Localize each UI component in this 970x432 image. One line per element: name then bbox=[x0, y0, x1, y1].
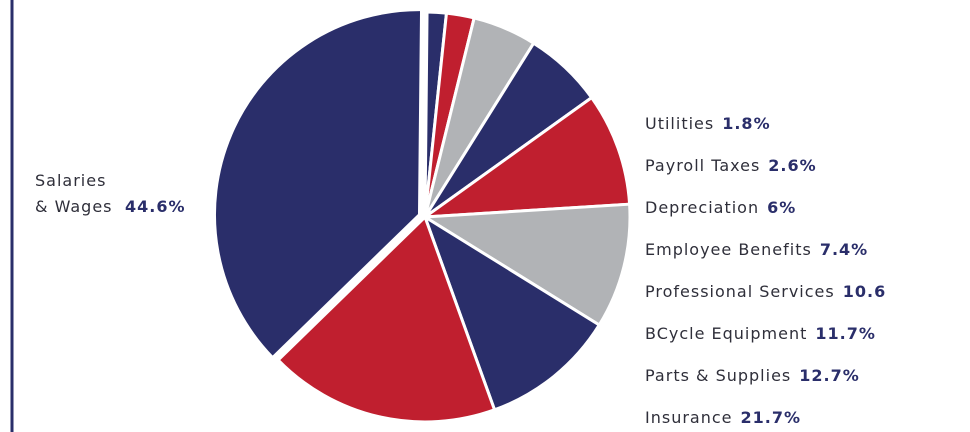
category-label: Insurance bbox=[645, 408, 733, 427]
category-label: Professional Services bbox=[645, 282, 835, 301]
value-label: 10.6 bbox=[842, 282, 887, 301]
slice-label: Professional Services 10.6 bbox=[645, 279, 886, 305]
value-label: 12.7% bbox=[799, 366, 860, 385]
category-label: Utilities bbox=[645, 114, 715, 133]
slice-label: Insurance 21.7% bbox=[645, 405, 801, 431]
slice-label: Utilities 1.8% bbox=[645, 111, 771, 137]
value-label: 1.8% bbox=[722, 114, 771, 133]
value-label: 7.4% bbox=[819, 240, 869, 259]
category-label: Payroll Taxes bbox=[645, 156, 761, 175]
category-label: BCycle Equipment bbox=[645, 324, 808, 343]
value-label: 44.6% bbox=[125, 197, 186, 216]
category-label: Depreciation bbox=[645, 198, 760, 217]
slice-label: Parts & Supplies 12.7% bbox=[645, 363, 860, 389]
slice-label: Salaries & Wages 44.6% bbox=[35, 168, 186, 220]
slice-label: Employee Benefits 7.4% bbox=[645, 237, 868, 263]
pie-slice bbox=[419, 95, 632, 219]
category-label: Parts & Supplies bbox=[645, 366, 792, 385]
category-label: Salaries & Wages bbox=[35, 171, 113, 216]
slice-label: Depreciation 6% bbox=[645, 195, 796, 221]
value-label: 6% bbox=[767, 198, 797, 217]
pie-slice bbox=[213, 8, 424, 360]
value-label: 21.7% bbox=[740, 408, 802, 427]
value-label: 11.7% bbox=[815, 324, 876, 343]
category-label: Employee Benefits bbox=[645, 240, 812, 259]
slice-label: BCycle Equipment 11.7% bbox=[645, 321, 876, 347]
pie-slice bbox=[422, 213, 602, 412]
pie-slice bbox=[420, 202, 632, 328]
value-label: 2.6% bbox=[768, 156, 817, 175]
slice-label: Payroll Taxes 2.6% bbox=[645, 153, 817, 179]
pie-slice bbox=[276, 214, 497, 424]
